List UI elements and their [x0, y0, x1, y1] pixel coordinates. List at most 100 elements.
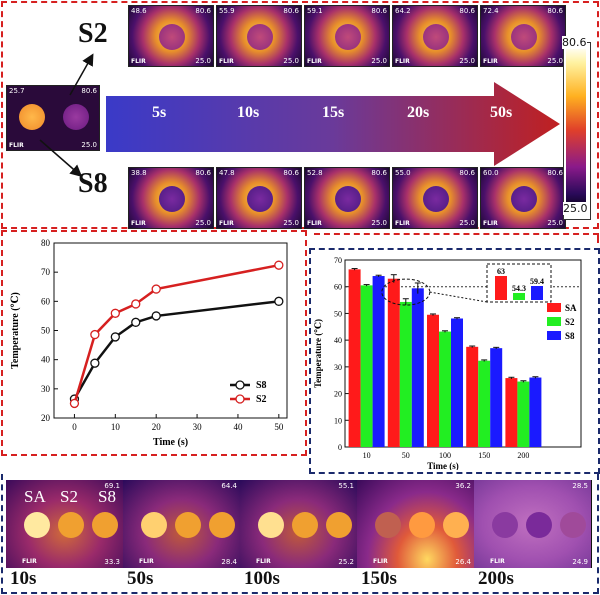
colorbar-gradient [566, 46, 586, 214]
y-tick-label: 20 [41, 413, 51, 423]
sample-spot [326, 512, 352, 538]
arrow-time-label: 15s [322, 104, 345, 121]
thumb-temp-br: 25.0 [283, 57, 299, 65]
thermal-thumb: 52.8 80.6 25.0 FLIR [304, 167, 390, 229]
thumb-temp-br: 25.0 [547, 219, 563, 227]
arrow-time-label: 20s [407, 104, 430, 121]
strip-temp-br: 24.9 [572, 558, 588, 566]
strip-thermal-image: 64.4 28.4 FLIR [123, 480, 241, 568]
x-axis-label: Time (s) [427, 461, 459, 470]
flir-logo: FLIR [483, 220, 498, 227]
x-tick-label: 10 [363, 451, 371, 460]
sample-label: SA [24, 487, 46, 506]
thumb-temp-tr: 80.6 [283, 169, 299, 177]
arrow-time-label: 5s [152, 104, 167, 121]
bar-s8 [490, 348, 503, 447]
flir-logo: FLIR [219, 220, 234, 227]
data-point [131, 317, 141, 327]
flir-logo: FLIR [490, 558, 505, 565]
thermal-thumb: 38.8 80.6 25.0 FLIR [128, 167, 214, 229]
bar-sa [505, 378, 518, 447]
flir-logo: FLIR [139, 558, 154, 565]
y-tick-label: 70 [41, 267, 51, 277]
y-axis-label: Temperature (℃) [313, 319, 323, 388]
flir-logo: FLIR [395, 58, 410, 65]
colorbar-max: 80.6 [562, 36, 587, 49]
series-line-s8 [73, 300, 279, 400]
source-temp-br: 25.0 [81, 141, 97, 149]
thumb-temp-tr: 80.6 [547, 169, 563, 177]
sample-spot [175, 512, 201, 538]
strip-time-label: 10s [10, 568, 37, 589]
bar-s2 [478, 360, 491, 447]
time-arrow [106, 82, 560, 166]
x-tick-label: 150 [478, 451, 490, 460]
bar-s2 [399, 301, 412, 447]
strip-thermal-image: 69.1 33.3 FLIR [6, 480, 124, 568]
legend-swatch [547, 303, 561, 312]
data-point [274, 260, 284, 270]
x-tick-label: 50 [402, 451, 410, 460]
thumb-temp-tr: 80.6 [547, 7, 563, 15]
sample-spot [159, 186, 185, 212]
strip-temp-br: 25.2 [338, 558, 354, 566]
sample-spot [92, 512, 118, 538]
strip-time-label: 50s [127, 568, 154, 589]
strip-time-label: 200s [478, 568, 514, 589]
sample-spot [258, 512, 284, 538]
thumb-temp-br: 25.0 [195, 219, 211, 227]
strip-temp-br: 26.4 [455, 558, 471, 566]
thermal-thumb: 48.6 80.6 25.0 FLIR [128, 5, 214, 67]
sample-spot [423, 24, 449, 50]
inset-bar [513, 293, 525, 300]
thumb-temp-br: 25.0 [459, 219, 475, 227]
y-tick-label: 10 [334, 416, 342, 425]
line-chart-frame [1, 230, 307, 456]
data-point [90, 358, 100, 368]
bar-chart-frame-outer [314, 233, 599, 243]
inset-bar [495, 276, 507, 300]
x-tick-label: 20 [152, 422, 162, 432]
source-temp-tl: 25.7 [9, 87, 25, 95]
strip-time-label: 100s [244, 568, 280, 589]
data-point [90, 329, 100, 340]
flir-logo: FLIR [256, 558, 271, 565]
flir-logo: FLIR [483, 58, 498, 65]
bar-sa [427, 314, 439, 447]
x-tick-label: 50 [274, 422, 284, 432]
thermal-thumb: 64.2 80.6 25.0 FLIR [392, 5, 478, 67]
strip-time-label: 150s [361, 568, 397, 589]
data-point [151, 284, 161, 294]
sample-spot [247, 24, 273, 50]
inset-value-label: 54.3 [512, 284, 526, 293]
strip-thermal-image: 28.5 24.9 FLIR [474, 480, 592, 568]
thumb-temp-tl: 38.8 [131, 169, 147, 177]
thumb-temp-tl: 64.2 [395, 7, 411, 15]
bar-sa [466, 346, 479, 447]
sample-spot [58, 512, 84, 538]
thermal-thumb: 55.9 80.6 25.0 FLIR [216, 5, 302, 67]
sample-spot [492, 512, 518, 538]
line-chart: 0 10 20 30 40 50 20 30 40 50 60 70 80 Time (s) Tempera… [10, 238, 288, 448]
label-s2: S2 [78, 18, 108, 49]
thumb-temp-tr: 80.6 [195, 169, 211, 177]
sample-spot [423, 186, 449, 212]
bar-chart-frame [309, 248, 600, 474]
s8-spot [19, 104, 45, 130]
thumb-temp-br: 25.0 [283, 219, 299, 227]
thumb-temp-tr: 80.6 [459, 7, 475, 15]
inset-connector [429, 291, 488, 303]
bar-sa [387, 278, 400, 447]
sample-spot [24, 512, 50, 538]
legend-marker [235, 394, 245, 404]
bar-sa [348, 269, 361, 447]
x-tick-label: 200 [517, 451, 529, 460]
sample-label: S8 [98, 487, 116, 506]
data-point [110, 332, 120, 342]
y-tick-label: 0 [338, 443, 342, 452]
thumb-temp-tr: 80.6 [283, 7, 299, 15]
y-tick-label: 30 [334, 363, 342, 372]
bar-s8 [529, 377, 542, 447]
sample-spot [335, 24, 361, 50]
